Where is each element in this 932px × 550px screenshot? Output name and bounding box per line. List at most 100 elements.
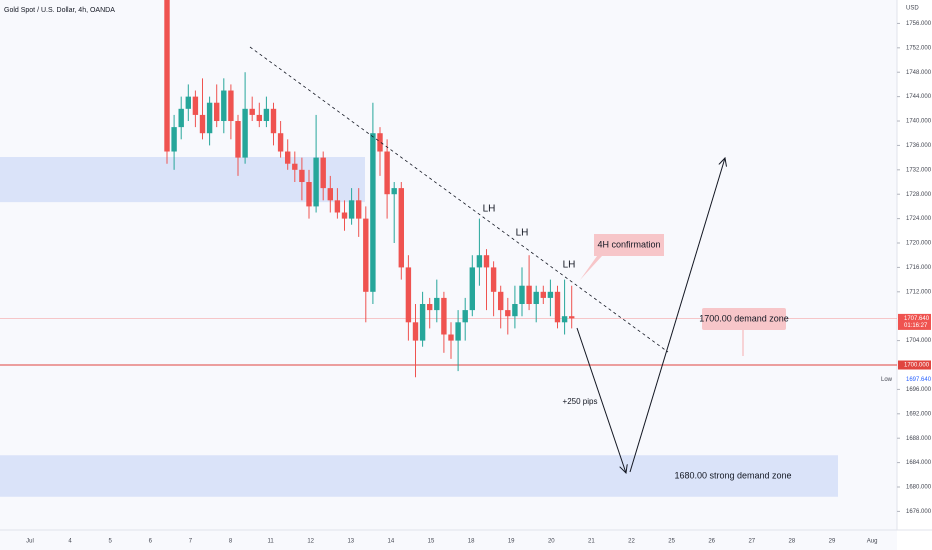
low-label: Low <box>881 377 893 383</box>
y-tick-label: 1724.000 <box>906 216 932 222</box>
candle-body <box>427 304 433 311</box>
candle-body <box>391 188 397 195</box>
y-tick-label: 1688.000 <box>906 436 932 442</box>
candle-body <box>313 157 319 207</box>
y-tick-label: 1720.000 <box>906 241 932 247</box>
y-tick-label: 1692.000 <box>906 411 932 417</box>
x-tick-label: 22 <box>628 539 635 545</box>
y-tick-label: 1728.000 <box>906 192 932 198</box>
candle-body <box>242 108 248 158</box>
y-tick-label: 1740.000 <box>906 119 932 125</box>
candle-body <box>270 108 277 134</box>
candle-body <box>341 212 348 219</box>
y-tick-label: 1684.000 <box>906 460 932 466</box>
candle-body <box>405 267 412 323</box>
candle-body <box>263 108 270 122</box>
candle-body <box>370 133 376 292</box>
trend-line <box>249 46 669 353</box>
x-tick-label: 20 <box>548 539 555 545</box>
candle-body <box>192 96 199 115</box>
y-tick-label: 1696.000 <box>906 387 932 393</box>
candle-body <box>199 114 206 134</box>
axis: 1676.000 1680.000 1684.000 1688.000 1692.000… <box>26 21 932 545</box>
candle-body <box>526 285 532 305</box>
y-tick-label: 1680.000 <box>906 485 932 491</box>
callout-text: 1700.00 demand zone <box>699 313 789 323</box>
y-tick-label: 1732.000 <box>906 167 932 173</box>
low-value: 1697.640 <box>906 377 932 383</box>
candle-body <box>214 102 220 122</box>
candle-body <box>398 188 404 268</box>
candle-body <box>547 291 554 298</box>
candle-body <box>356 200 362 219</box>
x-tick-label: 13 <box>347 539 354 545</box>
candle-body <box>171 127 177 152</box>
x-tick-label: 18 <box>468 539 475 545</box>
callout-text: 4H confirmation <box>597 239 660 249</box>
candle-body <box>249 108 255 115</box>
lh-label: LH <box>483 204 496 215</box>
candle-body <box>462 310 468 323</box>
chart-title: Gold Spot / U.S. Dollar, 4h, OANDA <box>4 7 115 14</box>
candle-body <box>377 133 383 152</box>
candle-body <box>533 291 539 305</box>
x-tick-label: Aug <box>867 539 878 545</box>
candle-body <box>412 322 419 341</box>
zone-label: 1680.00 strong demand zone <box>674 470 791 480</box>
candle-body <box>490 267 497 292</box>
y-tick-label: 1716.000 <box>906 265 932 271</box>
candle-body <box>277 133 284 152</box>
candle-body <box>384 151 390 195</box>
x-tick-label: 8 <box>229 539 233 545</box>
callout <box>702 308 786 330</box>
candle-body <box>441 297 447 335</box>
x-tick-label: 25 <box>668 539 675 545</box>
y-tick-label: 1756.000 <box>906 21 932 27</box>
zones <box>0 157 838 497</box>
lh-label: LH <box>516 228 529 239</box>
candle-body <box>483 255 490 268</box>
x-tick-label: 7 <box>189 539 193 545</box>
candle-body <box>348 200 355 219</box>
x-tick-label: 29 <box>829 539 836 545</box>
candle-body <box>206 102 213 134</box>
candle-body <box>434 297 440 311</box>
candle-body <box>306 182 312 207</box>
x-tick-label: 28 <box>789 539 796 545</box>
candle-body <box>327 188 333 201</box>
candle-body <box>498 291 504 311</box>
price-tag-label: 1707.640 <box>904 316 930 322</box>
x-tick-label: 21 <box>588 539 595 545</box>
x-tick-label: Jul <box>26 539 34 545</box>
candle-body <box>221 90 227 122</box>
candle-body <box>448 334 454 341</box>
candle-body <box>519 285 525 305</box>
x-tick-label: 15 <box>428 539 435 545</box>
pips-label: +250 pips <box>563 397 598 406</box>
candle-body <box>256 114 262 122</box>
price-axis <box>897 0 932 550</box>
candle-body <box>185 96 191 109</box>
price-tag <box>898 313 931 330</box>
price-tag-label: 1700.000 <box>904 363 930 369</box>
candle-body <box>292 163 298 170</box>
x-tick-label: 14 <box>388 539 395 545</box>
candle-body <box>164 0 170 152</box>
candle-body <box>320 157 326 189</box>
x-tick-label: 19 <box>508 539 515 545</box>
x-tick-label: 5 <box>109 539 113 545</box>
candle-body <box>476 255 483 268</box>
x-tick-label: 27 <box>748 539 755 545</box>
candle-body <box>554 291 561 323</box>
candle-body <box>178 108 184 128</box>
candle-body <box>569 316 575 319</box>
candle-body <box>299 169 305 183</box>
candle-body <box>455 322 461 341</box>
arrow <box>629 158 725 473</box>
countdown: 01:16:27 <box>904 323 928 329</box>
candles <box>164 0 575 378</box>
price-tag <box>898 360 931 370</box>
y-tick-label: 1752.000 <box>906 45 932 51</box>
x-tick-label: 12 <box>307 539 314 545</box>
